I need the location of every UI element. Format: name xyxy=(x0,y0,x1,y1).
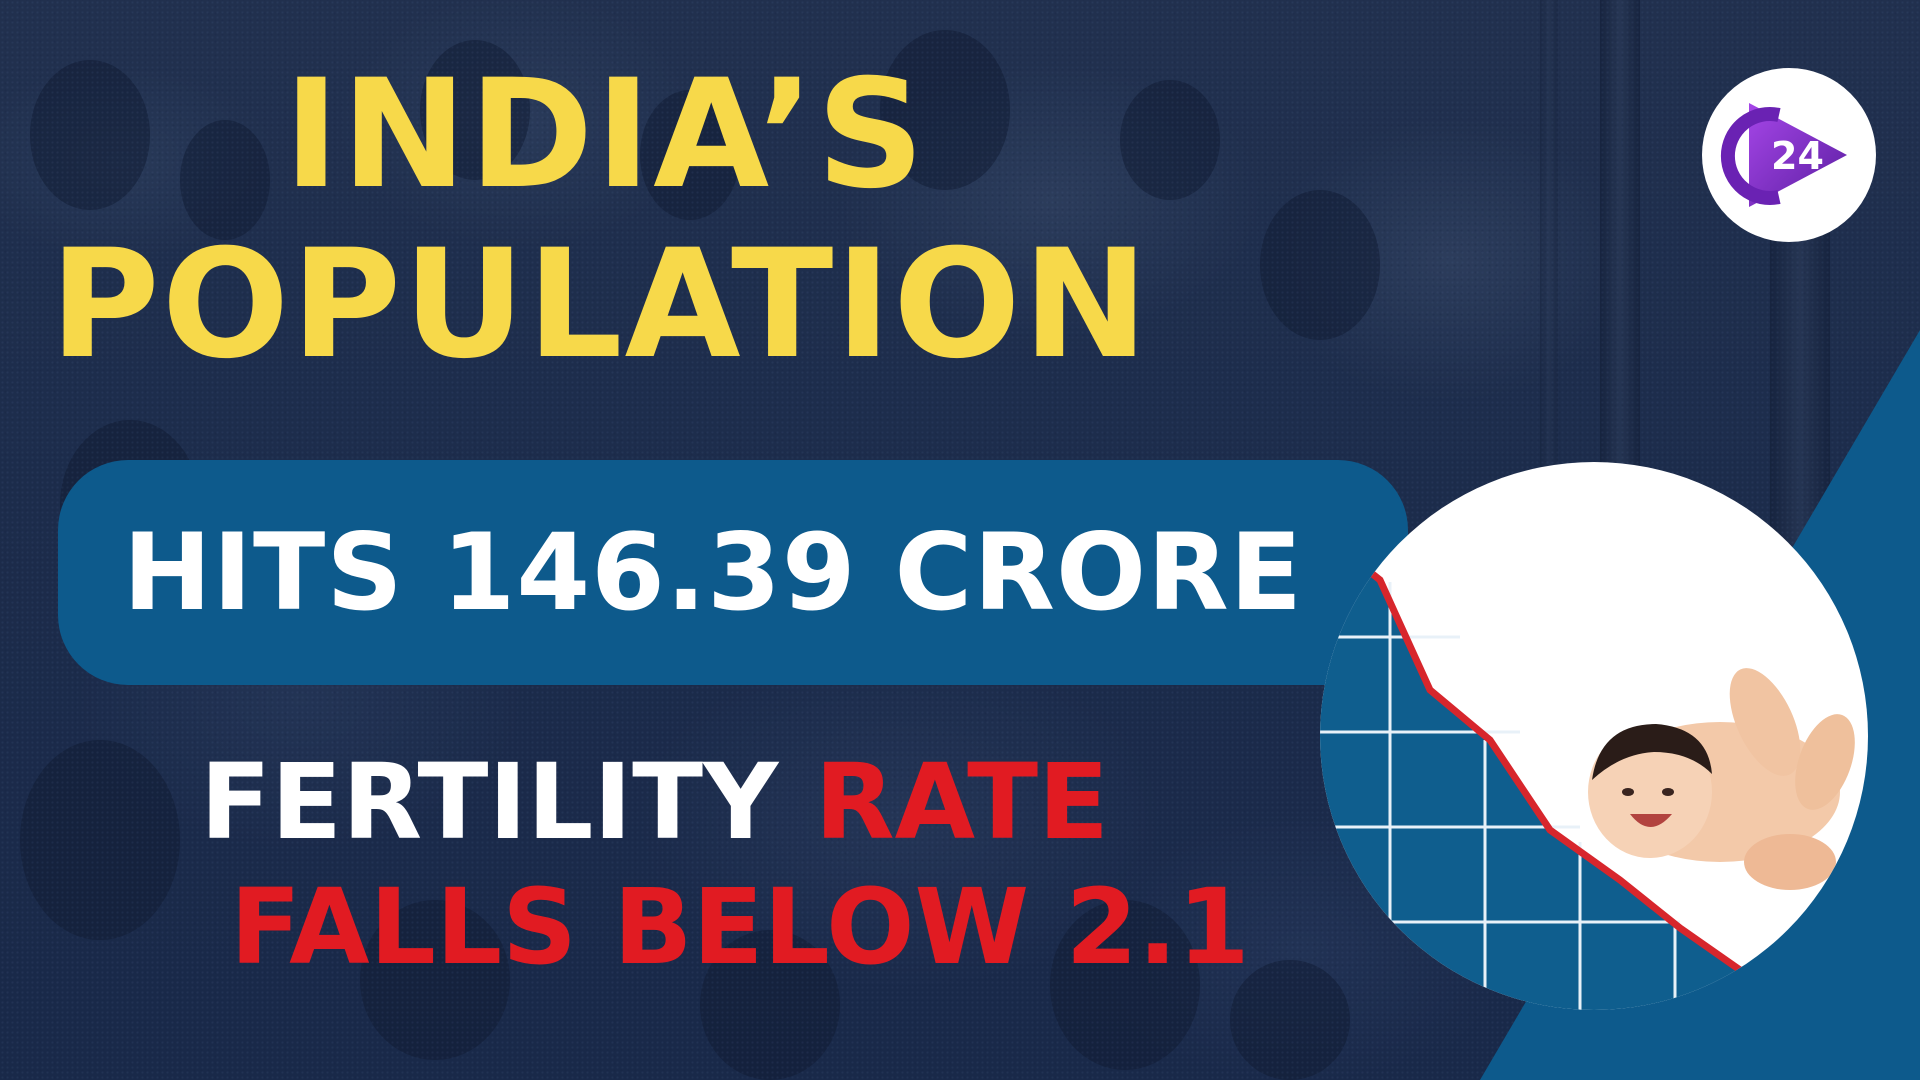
population-banner: HITS 146.39 CRORE xyxy=(58,460,1408,685)
headline-line-2: POPULATION xyxy=(49,218,1151,392)
channel-logo: 24 xyxy=(1702,68,1876,242)
declining-graph-illustration xyxy=(1320,529,1855,1010)
subheading-line-2: FALLS BELOW 2.1 xyxy=(230,866,1250,988)
subheading-word-fertility: FERTILITY xyxy=(200,741,779,863)
baby-figure xyxy=(1588,668,1855,890)
headline-line-1: INDIA’S xyxy=(283,48,927,222)
subheading-word-rate: RATE xyxy=(814,741,1110,863)
fertility-subheading: FERTILITY RATE FALLS BELOW 2.1 xyxy=(200,740,1250,990)
headline: INDIA’S POPULATION xyxy=(0,60,1440,380)
background-pillar xyxy=(1540,0,1558,560)
logo-text: 24 xyxy=(1771,134,1824,178)
play-icon: 24 xyxy=(1720,103,1847,207)
declining-graph-baby-image xyxy=(1320,462,1868,1010)
population-banner-text: HITS 146.39 CRORE xyxy=(122,511,1304,634)
